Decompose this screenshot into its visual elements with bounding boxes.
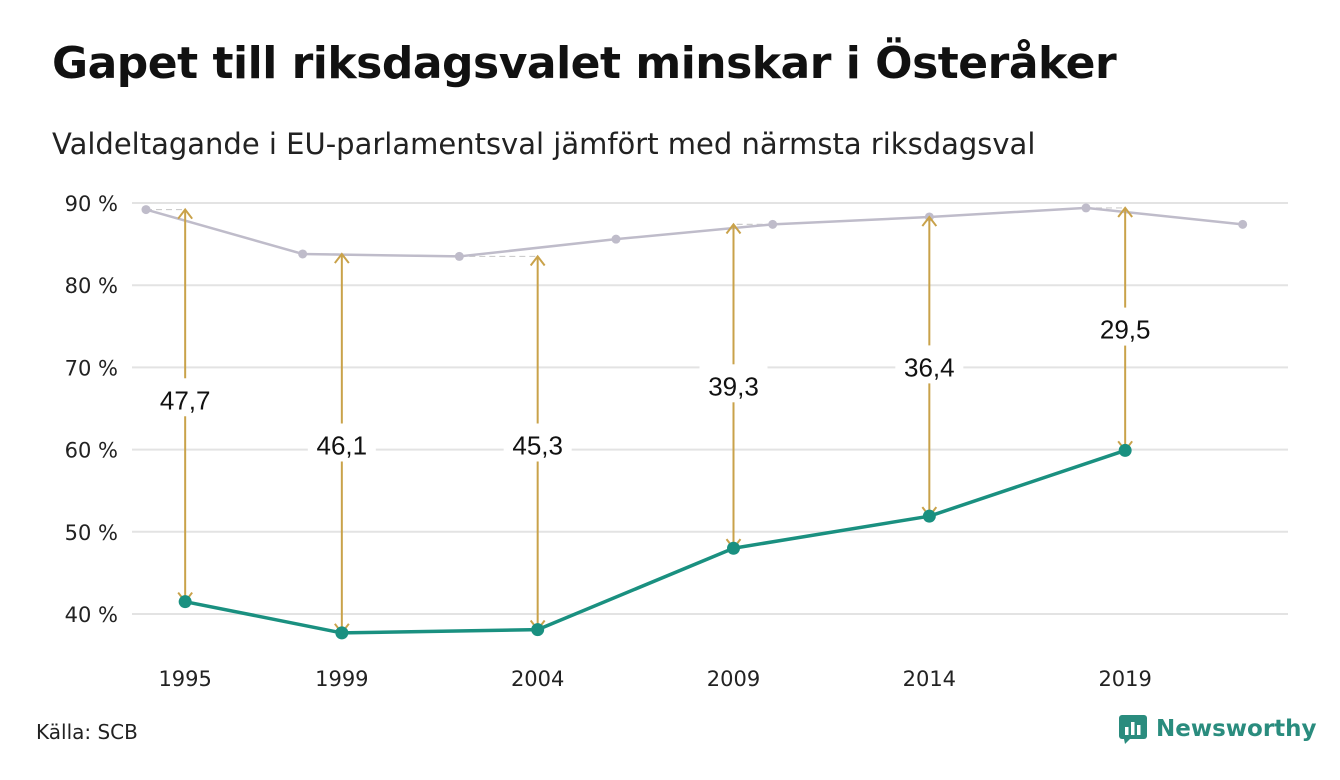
y-tick-label: 90 % bbox=[65, 192, 118, 216]
chart-title: Gapet till riksdagsvalet minskar i Öster… bbox=[52, 38, 1117, 89]
grid-lines bbox=[132, 202, 1288, 615]
eu-point bbox=[922, 509, 936, 523]
eu-line bbox=[184, 448, 1126, 635]
eu-point bbox=[1118, 443, 1132, 457]
x-tick-label: 2004 bbox=[511, 667, 564, 691]
chart-subtitle: Valdeltagande i EU-parlamentsval jämfört… bbox=[52, 127, 1036, 161]
gap-arrows bbox=[177, 206, 1133, 635]
gap-label: 29,5 bbox=[1100, 315, 1151, 345]
riksdag-line bbox=[145, 206, 1243, 258]
gap-label: 36,4 bbox=[904, 352, 955, 382]
gap-arrow-head-top bbox=[177, 207, 193, 220]
riksdag-point bbox=[454, 251, 464, 261]
y-tick-label: 50 % bbox=[65, 521, 118, 545]
eu-series bbox=[178, 443, 1132, 640]
gap-arrow-head-top bbox=[1117, 206, 1133, 218]
x-tick-label: 2009 bbox=[707, 667, 760, 691]
x-axis-ticks: 1995 1999 2004 2009 2014 2019 bbox=[158, 667, 1151, 691]
brand-logo: Newsworthy bbox=[1118, 714, 1317, 744]
riksdag-point bbox=[298, 249, 308, 259]
x-tick-label: 1995 bbox=[158, 667, 211, 691]
gap-label: 47,7 bbox=[160, 385, 211, 415]
gap-label-bg bbox=[307, 423, 376, 462]
bar-chart-logo-icon bbox=[1119, 715, 1147, 744]
eu-point bbox=[178, 595, 192, 609]
eu-point bbox=[335, 626, 349, 640]
y-axis-ticks: 90 % 80 % 70 % 60 % 50 % 40 % bbox=[65, 192, 118, 627]
y-tick-label: 40 % bbox=[65, 603, 118, 627]
riksdag-point bbox=[1238, 219, 1248, 229]
gap-label-bg bbox=[895, 345, 964, 384]
riksdag-point bbox=[141, 205, 151, 215]
gap-arrow-head-top bbox=[725, 222, 742, 235]
gap-label: 45,3 bbox=[512, 430, 563, 460]
riksdag-series bbox=[141, 203, 1248, 261]
x-tick-label: 2014 bbox=[903, 667, 956, 691]
x-tick-label: 1999 bbox=[315, 667, 368, 691]
y-tick-label: 80 % bbox=[65, 274, 118, 298]
x-tick-label: 2019 bbox=[1098, 667, 1151, 691]
gap-label-bg bbox=[503, 423, 572, 462]
source-note: Källa: SCB bbox=[36, 720, 138, 744]
brand-name: Newsworthy bbox=[1156, 716, 1317, 742]
gap-label: 46,1 bbox=[317, 430, 368, 460]
eu-point bbox=[531, 623, 545, 637]
riksdag-point bbox=[611, 234, 621, 244]
gap-labels: 47,7 46,1 45,3 39,3 36,4 29,5 bbox=[151, 307, 1160, 462]
gap-arrow-head-top bbox=[334, 252, 350, 264]
riksdag-point bbox=[768, 219, 778, 229]
gap-label-bg bbox=[1091, 307, 1160, 346]
riksdag-point bbox=[1081, 203, 1091, 213]
gap-arrow-head-top bbox=[921, 215, 938, 227]
gap-arrow-head-top bbox=[529, 254, 546, 267]
gap-label: 39,3 bbox=[708, 371, 759, 401]
gap-label-bg bbox=[699, 364, 768, 403]
y-tick-label: 60 % bbox=[65, 439, 118, 463]
eu-point bbox=[727, 541, 740, 555]
y-tick-label: 70 % bbox=[65, 356, 118, 380]
gap-label-bg bbox=[151, 378, 220, 417]
